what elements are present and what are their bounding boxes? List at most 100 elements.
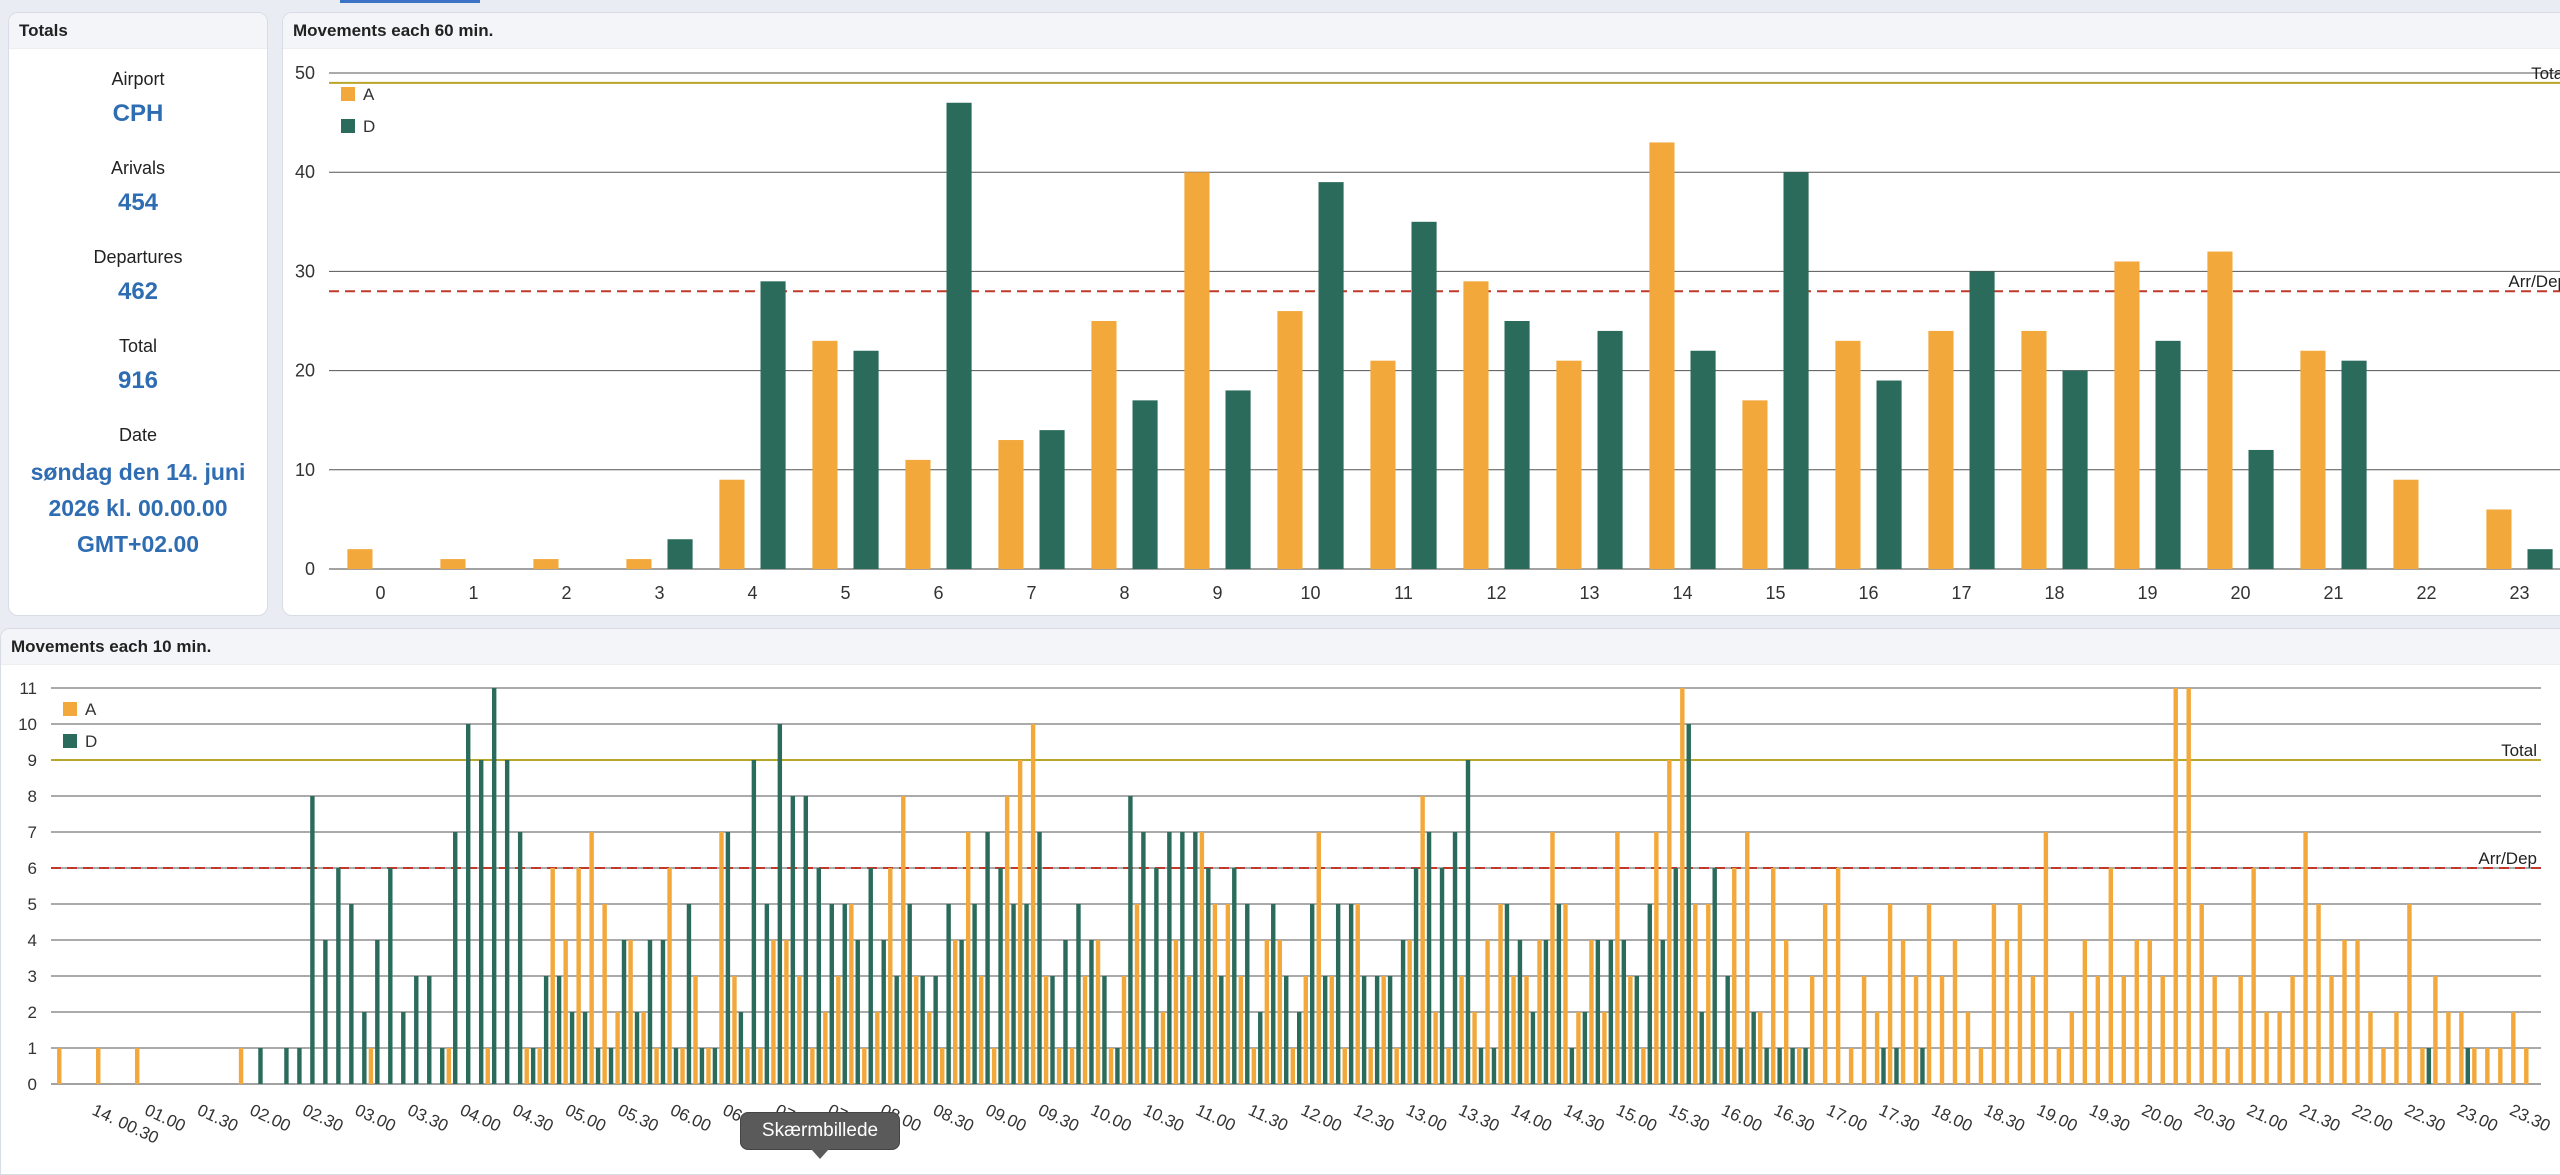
top-bar xyxy=(0,0,2560,6)
bar-d xyxy=(1969,271,1995,569)
x-tick-label: 18.00 xyxy=(1929,1100,1976,1135)
bar-d xyxy=(1582,1012,1588,1084)
x-tick-label: 05.30 xyxy=(615,1100,662,1135)
bar-a xyxy=(347,549,373,569)
bar-a xyxy=(927,1012,932,1084)
x-tick-label: 06.00 xyxy=(667,1100,714,1135)
bar-a xyxy=(810,1048,815,1084)
bar-a xyxy=(2121,976,2126,1084)
bar-d xyxy=(1411,221,1437,570)
legend-label-a: A xyxy=(363,85,375,104)
x-tick-label: 05.00 xyxy=(562,1100,609,1135)
x-tick-label: 03.30 xyxy=(405,1100,452,1135)
bar-d xyxy=(1309,904,1315,1084)
arrivals-row: Arivals 454 xyxy=(9,158,267,217)
airport-value: CPH xyxy=(112,100,164,127)
bar-d xyxy=(1597,330,1623,569)
active-tab-indicator[interactable] xyxy=(340,0,480,3)
bar-a xyxy=(1848,1048,1854,1084)
bar-d xyxy=(478,760,484,1084)
bar-a xyxy=(771,940,776,1084)
bar-a xyxy=(1303,976,1308,1084)
y-tick-label: 6 xyxy=(28,859,37,878)
bar-d xyxy=(1089,940,1094,1084)
bar-a xyxy=(1095,940,1101,1084)
bar-a xyxy=(589,832,594,1084)
bar-a xyxy=(1173,940,1179,1084)
x-tick-label: 2 xyxy=(561,583,571,603)
bar-a xyxy=(2420,1048,2425,1084)
bar-a xyxy=(2394,1012,2399,1084)
bar-a xyxy=(1628,976,1633,1084)
bar-d xyxy=(297,1048,302,1084)
bar-d xyxy=(440,1048,445,1084)
x-tick-label: 16.00 xyxy=(1718,1100,1765,1135)
bar-a xyxy=(940,1048,945,1084)
bar-d xyxy=(725,832,731,1084)
bar-a xyxy=(1186,976,1192,1084)
x-tick-label: 16.30 xyxy=(1771,1100,1818,1135)
bar-a xyxy=(1030,724,1036,1084)
bar-a xyxy=(2407,904,2412,1084)
bar-a xyxy=(2043,832,2049,1084)
bar-d xyxy=(1621,940,1627,1084)
bar-d xyxy=(1426,832,1432,1084)
bar-d xyxy=(764,904,770,1084)
bar-d xyxy=(621,940,627,1084)
bar-d xyxy=(1439,868,1445,1084)
reference-line-label: Arr/Dep xyxy=(2478,849,2537,868)
bar-a xyxy=(533,559,559,569)
bar-d xyxy=(816,868,821,1084)
x-tick-label: 9 xyxy=(1212,583,1222,603)
x-tick-label: 04.00 xyxy=(457,1100,504,1135)
x-tick-label: 14 xyxy=(1672,583,1692,603)
bar-a xyxy=(706,1048,711,1084)
bar-a xyxy=(238,1048,244,1084)
bar-d xyxy=(1322,976,1328,1084)
date-value: søndag den 14. juni 2026 kl. 00.00.00 GM… xyxy=(30,459,246,557)
x-tick-label: 8 xyxy=(1119,583,1129,603)
bar-a xyxy=(1602,1012,1607,1084)
bar-a xyxy=(1965,1012,1971,1084)
bar-a xyxy=(823,1012,828,1084)
bar-d xyxy=(284,1048,289,1084)
bar-a xyxy=(2303,832,2308,1084)
bar-a xyxy=(1463,281,1489,569)
bar-d xyxy=(466,724,471,1084)
bar-a xyxy=(2114,261,2140,569)
bar-d xyxy=(1128,796,1133,1084)
bar-a xyxy=(901,796,906,1084)
x-tick-label: 20.00 xyxy=(2139,1100,2186,1135)
bar-a xyxy=(485,1048,490,1084)
bar-a xyxy=(1056,1048,1062,1084)
x-tick-label: 19.00 xyxy=(2034,1100,2081,1135)
bar-a xyxy=(563,940,568,1084)
bar-d xyxy=(998,868,1003,1084)
bar-d xyxy=(375,940,380,1084)
bar-a xyxy=(1277,940,1283,1084)
bar-a xyxy=(1316,832,1321,1084)
x-tick-label: 15.00 xyxy=(1613,1100,1660,1135)
x-tick-label: 4 xyxy=(747,583,757,603)
bar-d xyxy=(1690,350,1716,569)
x-tick-label: 23 xyxy=(2509,583,2529,603)
bar-a xyxy=(1742,400,1768,569)
bar-a xyxy=(1556,360,1582,569)
bar-a xyxy=(1355,904,1360,1084)
bar-d xyxy=(1154,868,1159,1084)
bar-d xyxy=(1465,760,1471,1084)
departures-row: Departures 462 xyxy=(9,247,267,306)
date-row: Date søndag den 14. juni 2026 kl. 00.00.… xyxy=(9,425,267,562)
y-tick-label: 2 xyxy=(28,1003,37,1022)
bar-a xyxy=(1420,796,1425,1084)
legend-swatch-d xyxy=(341,119,355,133)
bar-a xyxy=(1290,1048,1295,1084)
bar-d xyxy=(803,796,809,1084)
bar-d xyxy=(712,1048,718,1084)
y-tick-label: 8 xyxy=(28,787,37,806)
bar-d xyxy=(1076,904,1081,1084)
bar-d xyxy=(1556,904,1562,1084)
x-tick-label: 7 xyxy=(1026,583,1036,603)
bar-a xyxy=(1719,1048,1724,1084)
x-tick-label: 09.00 xyxy=(983,1100,1030,1135)
